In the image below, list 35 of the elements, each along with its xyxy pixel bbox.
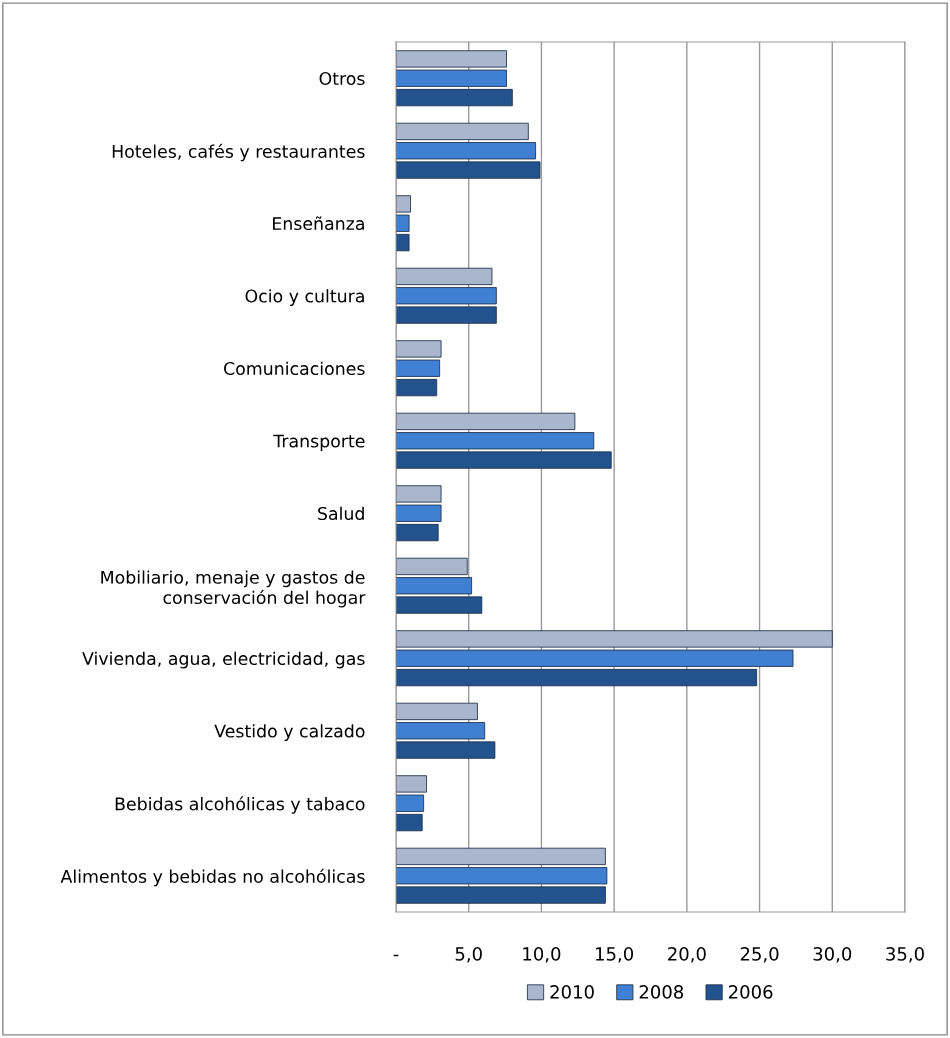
bar xyxy=(396,813,423,832)
bar xyxy=(396,378,438,397)
bar xyxy=(396,523,439,542)
y-tick-label: Enseñanza xyxy=(273,216,364,231)
bar xyxy=(396,668,758,687)
y-tick-label: Ocio y cultura xyxy=(245,289,364,306)
y-tick-label: Alimentos y bebidas no alcohólicas xyxy=(60,868,365,887)
x-tick-label: 35,0 xyxy=(886,947,924,963)
x-tick-label: 10,0 xyxy=(523,947,561,963)
x-tick-label: 20,0 xyxy=(668,947,706,963)
bar xyxy=(396,702,478,721)
bar xyxy=(396,557,468,576)
bar xyxy=(396,412,576,431)
y-tick-label: Otros xyxy=(319,71,365,86)
y-tick-label: Salud xyxy=(318,506,364,521)
x-tick-label: 30,0 xyxy=(813,947,852,963)
y-tick-label: Vivienda, agua, electricidad, gas xyxy=(82,651,365,669)
y-tick-label: Comunicaciones xyxy=(224,361,365,376)
legend-label: 2008 xyxy=(639,985,684,999)
bar xyxy=(396,847,606,866)
x-tick-label: 5,0 xyxy=(455,947,482,963)
y-tick-label: Mobiliario, menaje y gastos de conservación del hogar xyxy=(101,570,366,608)
y-tick-label: Transporte xyxy=(273,434,365,451)
legend-label: 2010 xyxy=(550,985,594,999)
x-tick-label: 15,0 xyxy=(596,947,634,963)
legend-label: 2006 xyxy=(728,985,773,999)
bar xyxy=(396,88,513,107)
bar xyxy=(396,233,410,252)
y-tick-label: Vestido y calzado xyxy=(214,724,365,741)
bar xyxy=(396,122,529,141)
y-tick-label: Hoteles, cafés y restaurantes xyxy=(112,143,365,162)
x-tick-label: - xyxy=(393,954,399,957)
bar xyxy=(396,267,493,286)
y-tick-label: Bebidas alcohólicas y tabaco xyxy=(115,796,365,814)
x-tick-label: 25,0 xyxy=(740,947,779,963)
